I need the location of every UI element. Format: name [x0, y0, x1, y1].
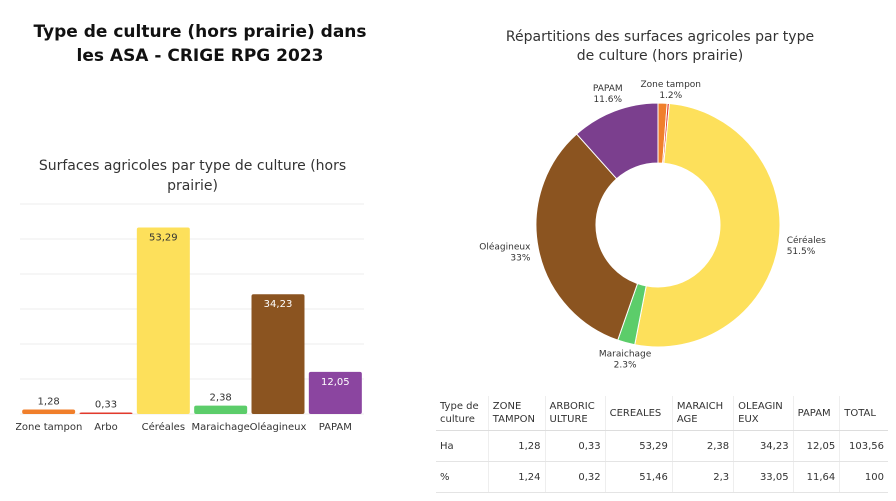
table-cell: 1,28 — [487, 430, 545, 462]
bar-value-label: 2,38 — [210, 393, 232, 404]
table-header-cell: MARAICH AGE — [671, 396, 734, 431]
table-header-cell: TOTAL — [839, 396, 888, 431]
bar-oleagineux — [251, 294, 305, 414]
table-header-cell: CEREALES — [604, 396, 673, 431]
page-title: Type de culture (hors prairie) dans les … — [33, 22, 367, 66]
table-cell: 100 — [839, 461, 888, 493]
bar-value-label: 34,23 — [264, 299, 293, 310]
table-cell: 103,56 — [839, 430, 888, 462]
bar-value-label: 53,29 — [149, 232, 178, 243]
bar-arbo — [79, 412, 133, 414]
table-cell: 53,29 — [604, 430, 673, 462]
slice-percent-label: 2.3% — [614, 361, 637, 371]
slice-label: Céréales — [787, 235, 826, 246]
bar-maraichage — [194, 405, 248, 414]
bar-category-label: Oléagineux — [250, 421, 307, 433]
table-header-cell: ARBORIC ULTURE — [544, 396, 606, 431]
slice-label: Maraichage — [599, 350, 652, 360]
slice-papam — [575, 102, 659, 180]
bar-category-label: Zone tampon — [16, 422, 82, 433]
table-row: Ha 1,28 0,33 53,29 2,38 34,23 12,05 103,56 — [436, 430, 888, 462]
bar-chart: 1,28 Zone tampon 0,33 Arbo 53,29 Céréales 2,38… — [16, 203, 364, 433]
table-cell: 51,46 — [604, 461, 673, 493]
slice-label: PAPAM — [593, 84, 623, 94]
donut-chart-title: Répartitions des surfaces agricoles par … — [505, 29, 815, 64]
summary-table: Type de culture ZONE TAMPON ARBORIC ULTURE CER… — [436, 396, 888, 493]
slice-percent-label: 11.6% — [593, 95, 622, 105]
table-cell: 0,32 — [544, 461, 606, 493]
table-cell: 33,05 — [733, 461, 794, 493]
slice-percent-label: 33% — [510, 254, 530, 264]
table-cell: 12,05 — [792, 430, 840, 462]
table-row-label: Ha — [436, 430, 489, 462]
bar-cereales — [136, 227, 190, 414]
table-cell: 0,33 — [544, 430, 606, 462]
bar-value-label: 0,33 — [95, 400, 117, 411]
bar-category-label: PAPAM — [319, 422, 352, 433]
bar-papam — [308, 371, 362, 414]
bar-zone-tampon — [22, 409, 76, 414]
table-header-cell: OLEAGIN EUX — [733, 396, 794, 431]
table-row-label: % — [436, 461, 489, 493]
table-cell: 11,64 — [792, 461, 840, 493]
slice-oleagineux — [535, 133, 639, 341]
bar-value-label: 1,28 — [38, 397, 60, 408]
table-cell: 2,3 — [671, 461, 734, 493]
table-row: % 1,24 0,32 51,46 2,3 33,05 11,64 100 — [436, 461, 888, 493]
table-header-cell: ZONE TAMPON — [487, 396, 545, 431]
bar-value-label: 12,05 — [321, 377, 350, 388]
table-cell: 2,38 — [671, 430, 734, 462]
bar-category-label: Céréales — [142, 421, 185, 433]
bar-chart-title: Surfaces agricoles par type de culture (… — [38, 158, 347, 194]
table-header-cell: Type de culture — [436, 396, 489, 431]
slice-percent-label: 51.5% — [787, 247, 816, 257]
slice-cereales — [634, 102, 781, 348]
table-cell: 1,24 — [487, 461, 545, 493]
slice-percent-label: 1.2% — [659, 91, 682, 101]
table-header-cell: PAPAM — [792, 396, 840, 431]
slice-label: Zone tampon — [640, 80, 701, 90]
bar-category-label: Arbo — [94, 422, 117, 433]
bar-category-label: Maraichage — [192, 422, 250, 433]
slice-label: Oléagineux — [479, 242, 531, 253]
table-cell: 34,23 — [733, 430, 794, 462]
